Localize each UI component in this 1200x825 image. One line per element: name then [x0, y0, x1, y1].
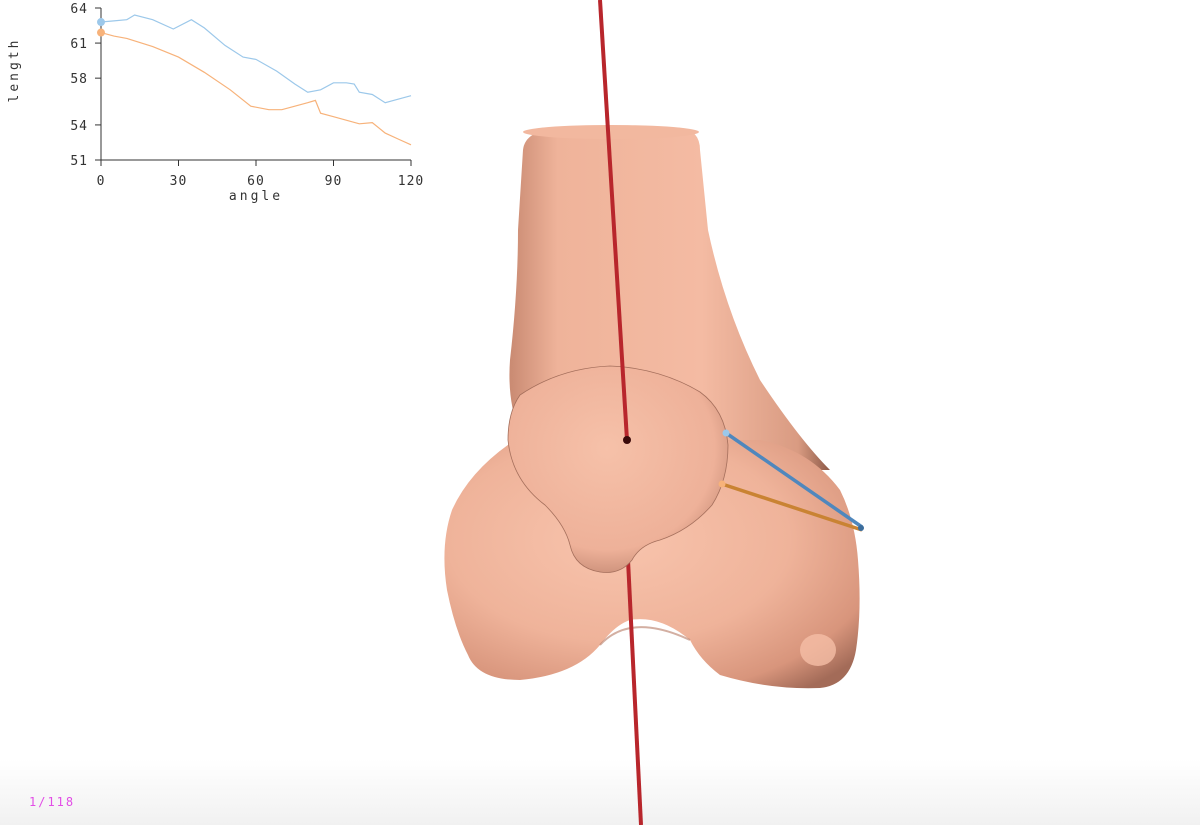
- chart-axes: 0 30 60 90 120 51 54 58 61 64: [70, 2, 424, 189]
- ligament-insertion: [858, 525, 864, 531]
- length-angle-chart: 0 30 60 90 120 51 54 58 61 64 angle length: [7, 2, 424, 204]
- y-tick-label: 54: [70, 119, 88, 134]
- axis-rod-upper: [598, 0, 629, 441]
- y-tick-label: 58: [70, 72, 88, 87]
- x-tick-label: 90: [325, 174, 343, 189]
- x-axis-label: angle: [229, 189, 283, 204]
- series-marker-2: [97, 28, 105, 37]
- series-line-1: [100, 14, 412, 104]
- ligament-blue-origin: [722, 429, 730, 437]
- axis-rod-entry: [623, 436, 631, 444]
- y-tick-label: 61: [70, 37, 88, 52]
- series-line-2: [100, 32, 412, 146]
- intercondylar-notch: [599, 626, 691, 646]
- ligament-orange: [721, 482, 863, 532]
- x-tick-label: 0: [97, 174, 106, 189]
- x-tick-label: 60: [247, 174, 265, 189]
- series-marker-1: [97, 18, 105, 27]
- chart-series: [97, 14, 412, 146]
- ligament-orange-origin: [718, 480, 726, 488]
- x-tick-label: 30: [170, 174, 188, 189]
- y-tick-label: 51: [70, 154, 88, 169]
- y-tick-label: 64: [70, 2, 88, 17]
- axis-rod-lower: [626, 559, 643, 825]
- frame-counter: 1/118: [29, 795, 76, 809]
- femur-shaft-top: [523, 125, 699, 139]
- patella: [507, 365, 729, 573]
- condyle-bump: [800, 634, 836, 666]
- x-tick-label: 120: [398, 174, 424, 189]
- ligament-blue: [725, 431, 863, 529]
- y-axis-label: length: [7, 38, 22, 103]
